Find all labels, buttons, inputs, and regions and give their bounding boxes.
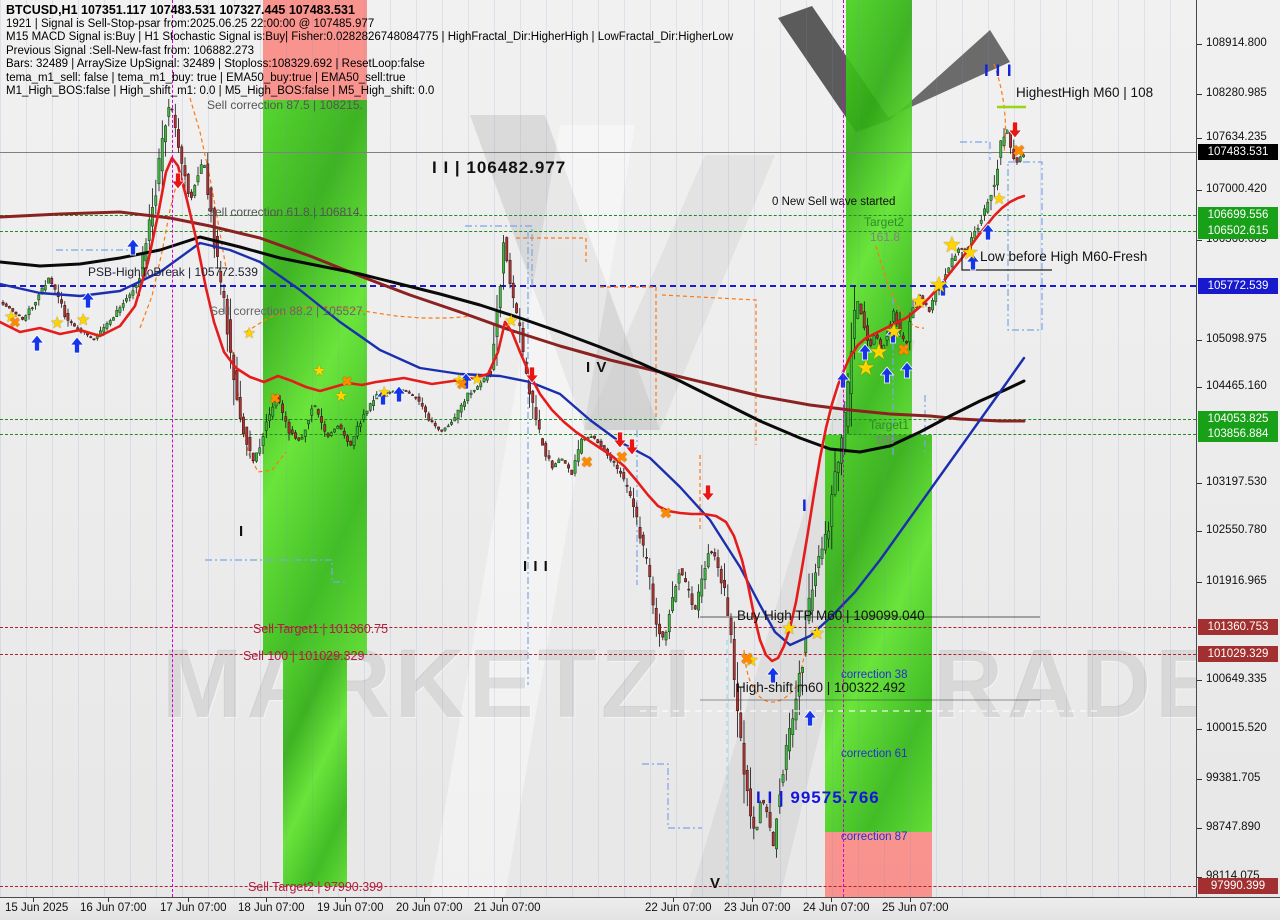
price-axis-label: 99381.705 bbox=[1206, 772, 1261, 784]
price-axis-tick bbox=[1197, 531, 1202, 532]
time-axis-label: 19 Jun 07:00 bbox=[317, 902, 384, 914]
header-info-line-4: Previous Signal :Sell-New-fast from: 106… bbox=[6, 44, 255, 57]
price-axis-label: 98747.890 bbox=[1206, 821, 1261, 833]
price-axis-label: 108914.800 bbox=[1206, 37, 1267, 49]
chart-annotation: correction 87 bbox=[841, 831, 908, 843]
time-axis-label: 20 Jun 07:00 bbox=[396, 902, 463, 914]
time-axis-tick bbox=[424, 898, 425, 902]
time-axis-label: 16 Jun 07:00 bbox=[80, 902, 147, 914]
price-axis-tick bbox=[1197, 94, 1202, 95]
time-axis-tick bbox=[910, 898, 911, 902]
price-axis-tick bbox=[1197, 828, 1202, 829]
time-axis-tick bbox=[502, 898, 503, 902]
chart-annotation: I I | 99575.766 bbox=[756, 788, 880, 807]
event-vertical-line bbox=[172, 0, 173, 897]
price-level-line bbox=[0, 151, 1196, 153]
price-badge: 104053.825 bbox=[1198, 411, 1278, 427]
time-axis-label: 24 Jun 07:00 bbox=[803, 902, 870, 914]
price-axis-tick bbox=[1197, 729, 1202, 730]
price-axis-tick bbox=[1197, 680, 1202, 681]
time-axis-label: 15 Jun 2025 bbox=[5, 902, 69, 914]
price-badge: 101029.329 bbox=[1198, 646, 1278, 662]
time-axis-tick bbox=[831, 898, 832, 902]
price-axis-label: 108280.985 bbox=[1206, 87, 1267, 99]
price-badge: 103856.884 bbox=[1198, 426, 1278, 442]
time-axis-label: 22 Jun 07:00 bbox=[645, 902, 712, 914]
price-axis-tick bbox=[1197, 240, 1202, 241]
price-axis-label: 103197.530 bbox=[1206, 476, 1267, 488]
price-axis-tick bbox=[1197, 779, 1202, 780]
chart-annotation: correction 38 bbox=[841, 669, 908, 681]
time-axis-tick bbox=[188, 898, 189, 902]
time-axis-tick bbox=[33, 898, 34, 902]
price-axis-tick bbox=[1197, 190, 1202, 191]
price-axis-tick bbox=[1197, 138, 1202, 139]
header-info-line-2: 1921 | Signal is Sell-Stop-psar from:202… bbox=[6, 18, 375, 30]
time-axis-label: 18 Jun 07:00 bbox=[238, 902, 305, 914]
price-axis-label: 100015.520 bbox=[1206, 722, 1267, 734]
price-axis-label: 104465.160 bbox=[1206, 380, 1267, 392]
price-badge: 106699.556 bbox=[1198, 207, 1278, 223]
price-badge: 97990.399 bbox=[1198, 878, 1278, 894]
time-axis-tick bbox=[345, 898, 346, 902]
pink-signal-zone bbox=[263, 0, 367, 100]
time-axis-label: 17 Jun 07:00 bbox=[160, 902, 227, 914]
green-signal-zone bbox=[283, 655, 347, 886]
price-level-line bbox=[0, 885, 1196, 887]
price-axis-tick bbox=[1197, 387, 1202, 388]
chart-annotation: correction 61 bbox=[841, 748, 908, 760]
price-axis-label: 107634.235 bbox=[1206, 131, 1267, 143]
price-badge: 107483.531 bbox=[1198, 144, 1278, 160]
chart-header-info: BTCUSD,H1 107351.117 107483.531 107327.4… bbox=[6, 3, 733, 98]
time-axis-tick bbox=[266, 898, 267, 902]
price-axis[interactable]: 108914.800 108280.985 107634.235 107000.420… bbox=[1196, 0, 1280, 897]
price-axis-label: 102550.780 bbox=[1206, 524, 1267, 536]
header-info-line-1: BTCUSD,H1 107351.117 107483.531 107327.4… bbox=[6, 3, 355, 17]
price-axis-tick bbox=[1197, 582, 1202, 583]
event-vertical-line bbox=[843, 0, 844, 897]
price-badge: 105772.539 bbox=[1198, 278, 1278, 294]
chart-annotation: V bbox=[710, 875, 722, 892]
vertical-lines-layer bbox=[172, 0, 844, 897]
price-axis-label: 107000.420 bbox=[1206, 183, 1267, 195]
time-axis-tick bbox=[752, 898, 753, 902]
chart-annotation: Sell correction 87.5 | 108215. bbox=[207, 98, 363, 112]
price-badge: 101360.753 bbox=[1198, 619, 1278, 635]
time-axis[interactable]: 15 Jun 2025 16 Jun 07:00 17 Jun 07:00 18 Ju… bbox=[0, 897, 1280, 920]
time-axis-tick bbox=[108, 898, 109, 902]
price-axis-tick bbox=[1197, 44, 1202, 45]
chart-annotation: HighestHigh M60 | 108 bbox=[1016, 85, 1154, 100]
price-axis-label: 101916.965 bbox=[1206, 575, 1267, 587]
price-axis-tick bbox=[1197, 877, 1202, 878]
time-axis-label: 23 Jun 07:00 bbox=[724, 902, 791, 914]
price-axis-tick bbox=[1197, 483, 1202, 484]
time-axis-label: 25 Jun 07:00 bbox=[882, 902, 949, 914]
chart-annotation: Sell Target2 | 97990.399 bbox=[248, 880, 384, 894]
header-info-line-5: Bars: 32489 | ArraySize UpSignal: 32489 … bbox=[6, 58, 425, 71]
price-axis-label: 100649.335 bbox=[1206, 673, 1267, 685]
header-info-line-3: M15 MACD Signal is:Buy | H1 Stochastic S… bbox=[6, 31, 734, 44]
price-axis-label: 105098.975 bbox=[1206, 333, 1267, 345]
time-axis-label: 21 Jun 07:00 bbox=[474, 902, 541, 914]
header-info-line-6: tema_m1_sell: false | tema_m1_buy: true … bbox=[6, 71, 406, 84]
header-info-line-7: M1_High_BOS:false | High_shift_m1: 0.0 |… bbox=[6, 85, 435, 98]
chart-area[interactable]: MARKETZI RADE ★★★★★★★★★★★★★★★★★★★★★✖✖✖✖✖… bbox=[0, 0, 1196, 897]
price-badge: 106502.615 bbox=[1198, 223, 1278, 239]
time-axis-tick bbox=[673, 898, 674, 902]
price-axis-tick bbox=[1197, 340, 1202, 341]
